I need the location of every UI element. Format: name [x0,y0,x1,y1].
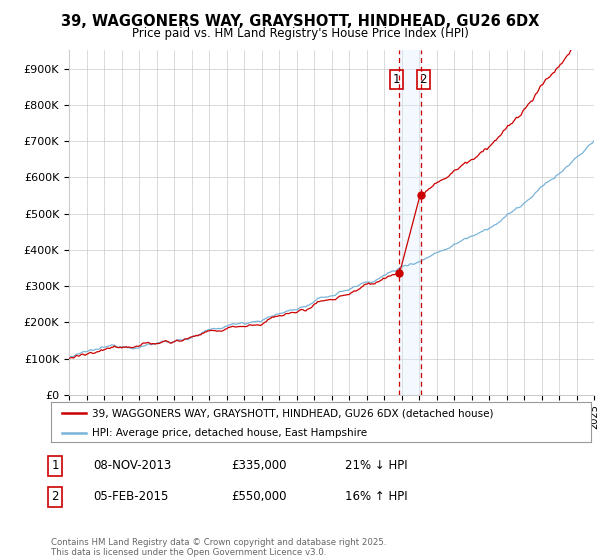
Text: HPI: Average price, detached house, East Hampshire: HPI: Average price, detached house, East… [91,428,367,438]
Text: Price paid vs. HM Land Registry's House Price Index (HPI): Price paid vs. HM Land Registry's House … [131,27,469,40]
Text: 21% ↓ HPI: 21% ↓ HPI [345,459,407,473]
Text: £335,000: £335,000 [231,459,287,473]
Text: £550,000: £550,000 [231,490,287,503]
Text: 2: 2 [419,73,427,86]
Text: 2: 2 [52,490,59,503]
Text: 1: 1 [52,459,59,473]
Text: 16% ↑ HPI: 16% ↑ HPI [345,490,407,503]
Text: 39, WAGGONERS WAY, GRAYSHOTT, HINDHEAD, GU26 6DX: 39, WAGGONERS WAY, GRAYSHOTT, HINDHEAD, … [61,14,539,29]
Bar [399,50,421,395]
Text: 05-FEB-2015: 05-FEB-2015 [93,490,169,503]
Text: 1: 1 [393,73,401,86]
Text: Contains HM Land Registry data © Crown copyright and database right 2025.
This d: Contains HM Land Registry data © Crown c… [51,538,386,557]
Text: 08-NOV-2013: 08-NOV-2013 [93,459,171,473]
Text: 39, WAGGONERS WAY, GRAYSHOTT, HINDHEAD, GU26 6DX (detached house): 39, WAGGONERS WAY, GRAYSHOTT, HINDHEAD, … [91,408,493,418]
